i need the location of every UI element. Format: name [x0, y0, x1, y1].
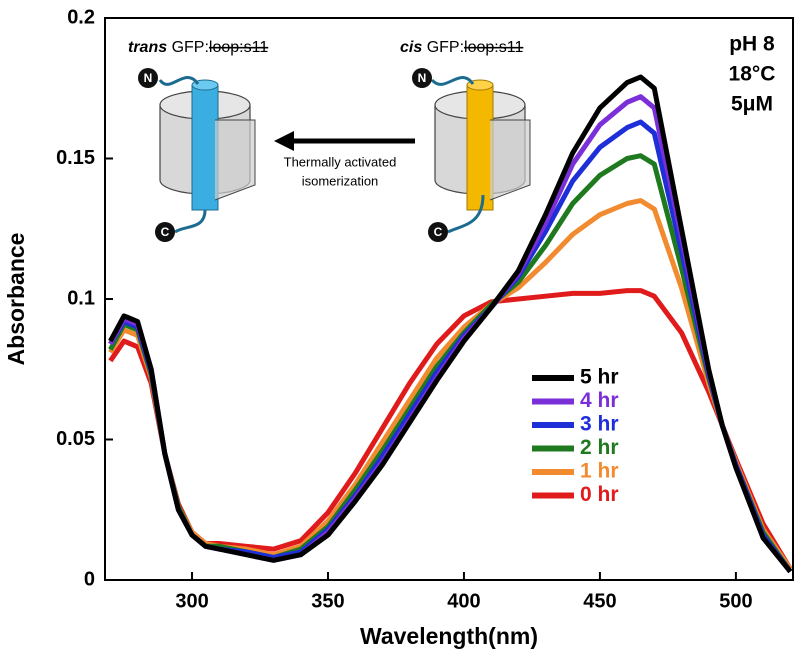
arrow-text: Thermally activated [284, 154, 397, 169]
c-label: C [434, 225, 443, 239]
y-tick-label: 0 [84, 568, 95, 590]
n-label: N [144, 71, 153, 85]
inset-title-part: GFP: [172, 39, 209, 56]
x-tick-label: 300 [175, 590, 208, 612]
inset: trans GFP:loop:s11 cis GFP:loop:s11 N N [128, 39, 531, 242]
y-tick-label: 0.15 [56, 147, 95, 169]
c-label: C [161, 225, 170, 239]
inset-title-part: GFP: [427, 39, 464, 56]
c-terminus [428, 222, 448, 242]
data-line [108, 288, 793, 571]
x-tick-label: 500 [719, 590, 752, 612]
annotation: 5μM [731, 93, 773, 116]
inset-title-part: loop:s11 [209, 39, 268, 56]
n-terminus [412, 68, 432, 88]
x-tick-label: 400 [447, 590, 480, 612]
cis-protein [430, 76, 531, 234]
y-tick-label: 0.2 [67, 6, 95, 28]
inset-title-part: loop:s11 [464, 39, 523, 56]
legend-label: 2 hr [580, 436, 619, 459]
legend-label: 3 hr [580, 413, 619, 436]
y-axis-title: Absorbance [3, 233, 29, 366]
inset-title: trans GFP:loop:s11 [128, 39, 268, 56]
c-terminus [155, 222, 175, 242]
x-axis-title: Wavelength(nm) [360, 623, 538, 649]
y-tick-label: 0.05 [56, 428, 95, 450]
x-tick-label: 450 [583, 590, 616, 612]
legend-label: 1 hr [580, 460, 619, 483]
x-tick-label: 350 [311, 590, 344, 612]
legend-label: 5 hr [580, 366, 619, 389]
inset-title-part: trans [128, 39, 167, 56]
n-terminus [138, 68, 158, 88]
legend-label: 0 hr [580, 483, 619, 506]
legend-label: 4 hr [580, 389, 619, 412]
inset-title: cis GFP:loop:s11 [400, 39, 523, 56]
n-label: N [418, 71, 427, 85]
annotation: 18°C [729, 63, 776, 86]
inset-title-part: cis [400, 39, 422, 56]
plot-frame [104, 17, 794, 581]
annotation: pH 8 [729, 33, 775, 56]
y-tick-label: 0.1 [67, 287, 95, 309]
trans-protein [158, 76, 256, 234]
arrow-head [274, 131, 294, 151]
arrow-text: isomerization [302, 173, 379, 188]
data-line [108, 74, 793, 574]
